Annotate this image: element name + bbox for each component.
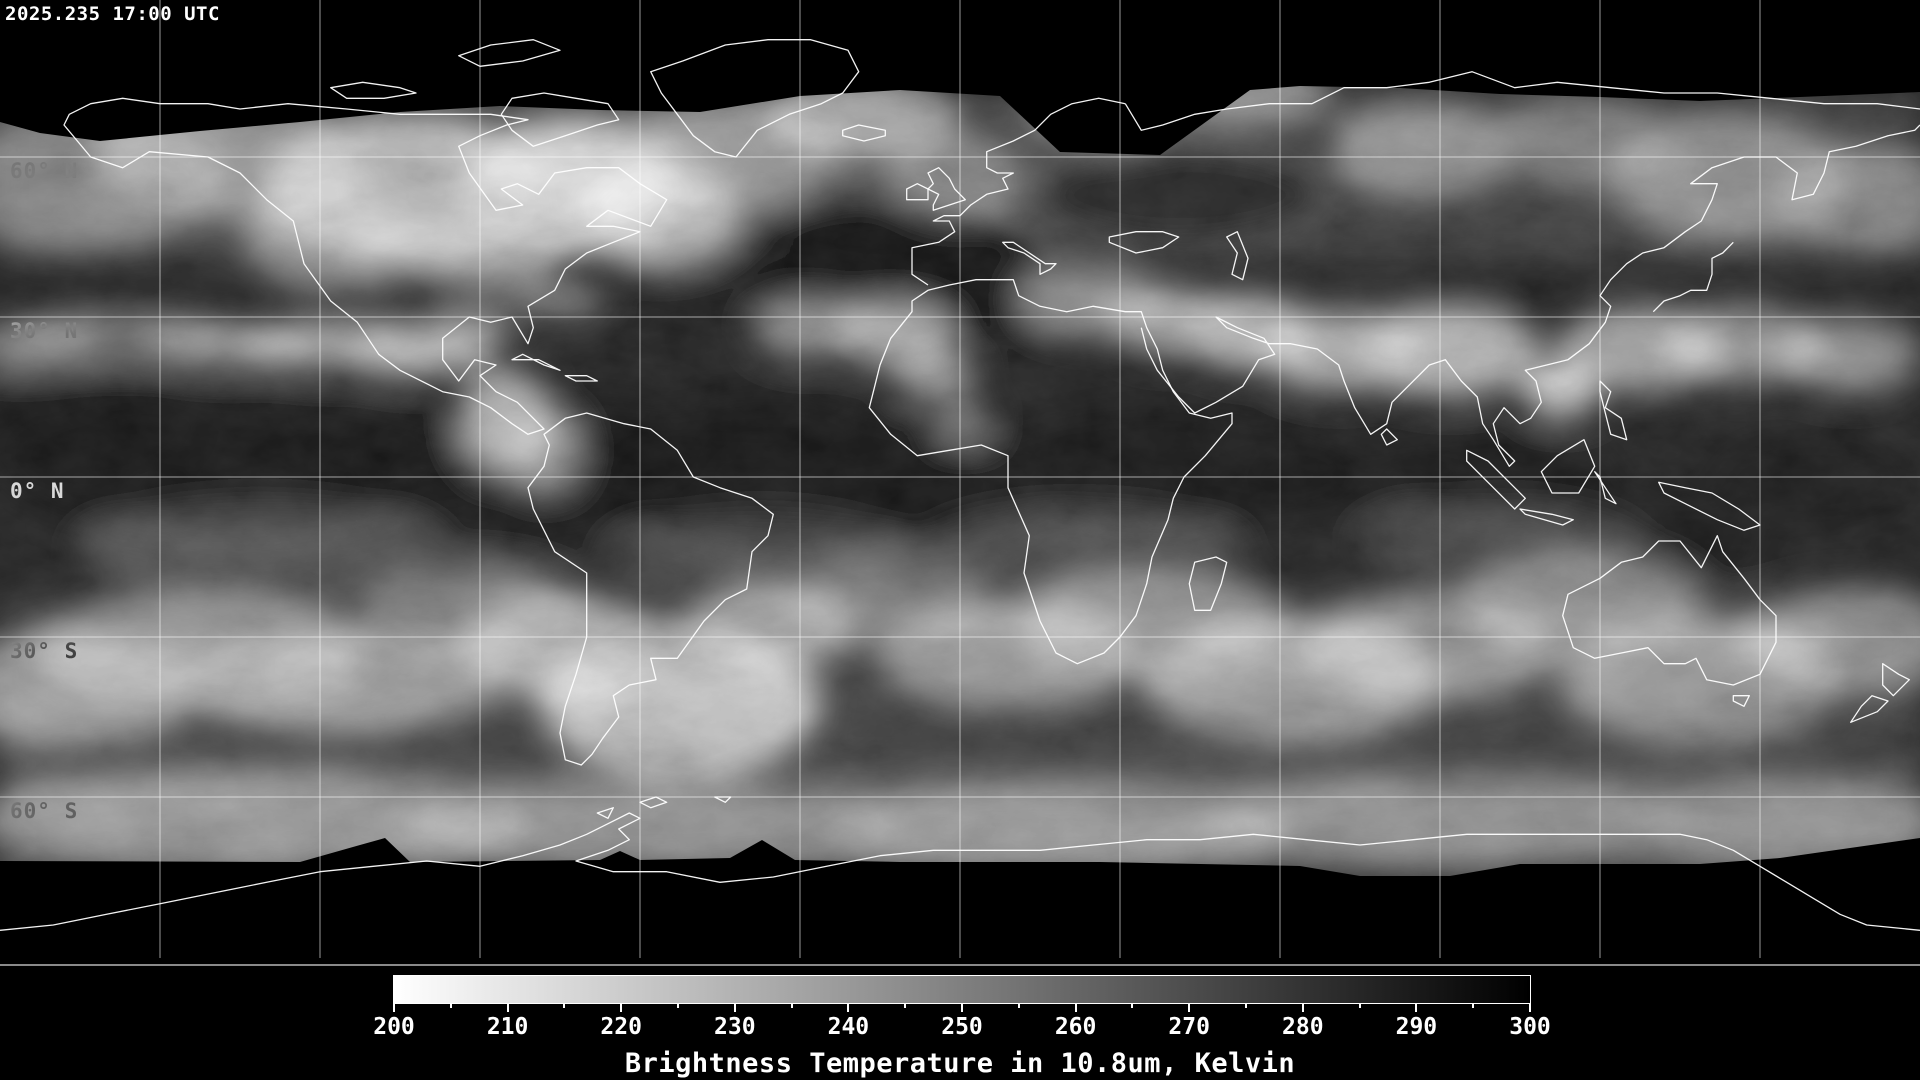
colorbar-minor-tick xyxy=(1472,1003,1475,1008)
latitude-label: 60° N xyxy=(10,159,79,183)
colorbar-tick-label: 220 xyxy=(600,1014,642,1040)
colorbar-tick-label: 290 xyxy=(1395,1014,1438,1040)
coastline-path xyxy=(1652,241,1734,313)
satellite-imagery xyxy=(0,0,1920,966)
colorbar-tick-label: 210 xyxy=(486,1014,529,1040)
colorbar-minor-tick xyxy=(449,1003,452,1008)
colorbar-major-tick xyxy=(1301,1003,1304,1012)
satellite-map: 2025.235 17:00 UTC 60° N 30° N 0° N 30° S 60… xyxy=(0,0,1920,966)
colorbar-major-tick xyxy=(733,1003,736,1012)
colorbar-minor-tick xyxy=(1358,1003,1361,1008)
colorbar-title: Brightness Temperature in 10.8um, Kelvin xyxy=(624,1048,1296,1079)
coastline-path xyxy=(842,124,886,142)
colorbar-major-tick xyxy=(620,1003,623,1012)
colorbar-gradient-bar xyxy=(393,975,1531,1004)
coastline-path xyxy=(1226,231,1249,281)
colorbar-minor-tick xyxy=(1017,1003,1020,1008)
coastline-path xyxy=(458,39,561,67)
colorbar-major-tick xyxy=(1529,1003,1531,1012)
colorbar-tick-label: 230 xyxy=(714,1014,756,1040)
colorbar: 200 210 220 230 240 250 260 270 280 290 300 Bright… xyxy=(0,966,1920,1080)
colorbar-major-tick xyxy=(393,1003,395,1012)
coastline-path xyxy=(500,92,620,147)
coastline-path xyxy=(0,812,1920,931)
colorbar-tick-label: 200 xyxy=(373,1014,415,1040)
coastline-path xyxy=(511,353,561,371)
coastline-path xyxy=(1882,663,1910,697)
coastline-path xyxy=(911,97,1126,286)
colorbar-minor-tick xyxy=(1245,1003,1247,1008)
colorbar-tick-label: 280 xyxy=(1282,1014,1324,1040)
coastline-path xyxy=(564,375,598,382)
coastline-path xyxy=(639,796,668,809)
coastline-path xyxy=(1540,439,1596,494)
coastline-path xyxy=(1140,124,1920,467)
coastline-path xyxy=(1466,449,1526,510)
coastline-path xyxy=(1519,508,1574,526)
colorbar-major-tick xyxy=(1188,1003,1191,1012)
colorbar-major-tick xyxy=(847,1003,850,1012)
latitude-label: 30° N xyxy=(10,319,79,343)
coastline-path xyxy=(1380,428,1398,446)
colorbar-major-tick xyxy=(1074,1003,1077,1012)
coastline-path xyxy=(1594,471,1617,505)
colorbar-major-tick xyxy=(506,1003,509,1012)
coastline-path xyxy=(1658,481,1761,531)
coastline-path xyxy=(1124,71,1920,131)
coastline-path xyxy=(906,183,929,201)
timestamp: 2025.235 17:00 UTC xyxy=(5,3,220,25)
coastline-path xyxy=(527,412,774,766)
colorbar-minor-tick xyxy=(904,1003,907,1008)
coastline-path xyxy=(714,796,732,803)
coastline-path xyxy=(868,279,1233,665)
colorbar-major-tick xyxy=(961,1003,963,1012)
latitude-label: 30° S xyxy=(10,639,79,663)
coastline-path xyxy=(63,97,668,435)
coastline-path xyxy=(1562,535,1777,686)
colorbar-minor-tick xyxy=(1131,1003,1134,1008)
coastline-path xyxy=(650,39,860,158)
latitude-label: 60° S xyxy=(10,799,79,823)
colorbar-tick-label: 260 xyxy=(1054,1014,1097,1040)
colorbar-tick-label: 250 xyxy=(941,1014,983,1040)
map-separator-line xyxy=(0,964,1920,966)
colorbar-tick-label: 300 xyxy=(1509,1014,1551,1040)
latitude-label: 0° N xyxy=(10,479,65,503)
colorbar-minor-tick xyxy=(790,1003,793,1008)
colorbar-minor-tick xyxy=(677,1003,679,1008)
colorbar-tick-label: 270 xyxy=(1168,1014,1210,1040)
coastline-path xyxy=(1599,380,1628,441)
coastline-path xyxy=(1002,241,1057,275)
coastline-path xyxy=(330,81,417,99)
coastline-path xyxy=(1108,231,1180,254)
coastline-path xyxy=(1850,695,1889,723)
colorbar-tick-label: 240 xyxy=(827,1014,870,1040)
coastline-path xyxy=(596,807,614,819)
coastlines xyxy=(0,39,1920,931)
coastline-path xyxy=(1732,695,1750,707)
coastline-path xyxy=(1188,556,1228,611)
colorbar-major-tick xyxy=(1415,1003,1418,1012)
coastline-path xyxy=(927,167,966,211)
colorbar-minor-tick xyxy=(563,1003,566,1008)
